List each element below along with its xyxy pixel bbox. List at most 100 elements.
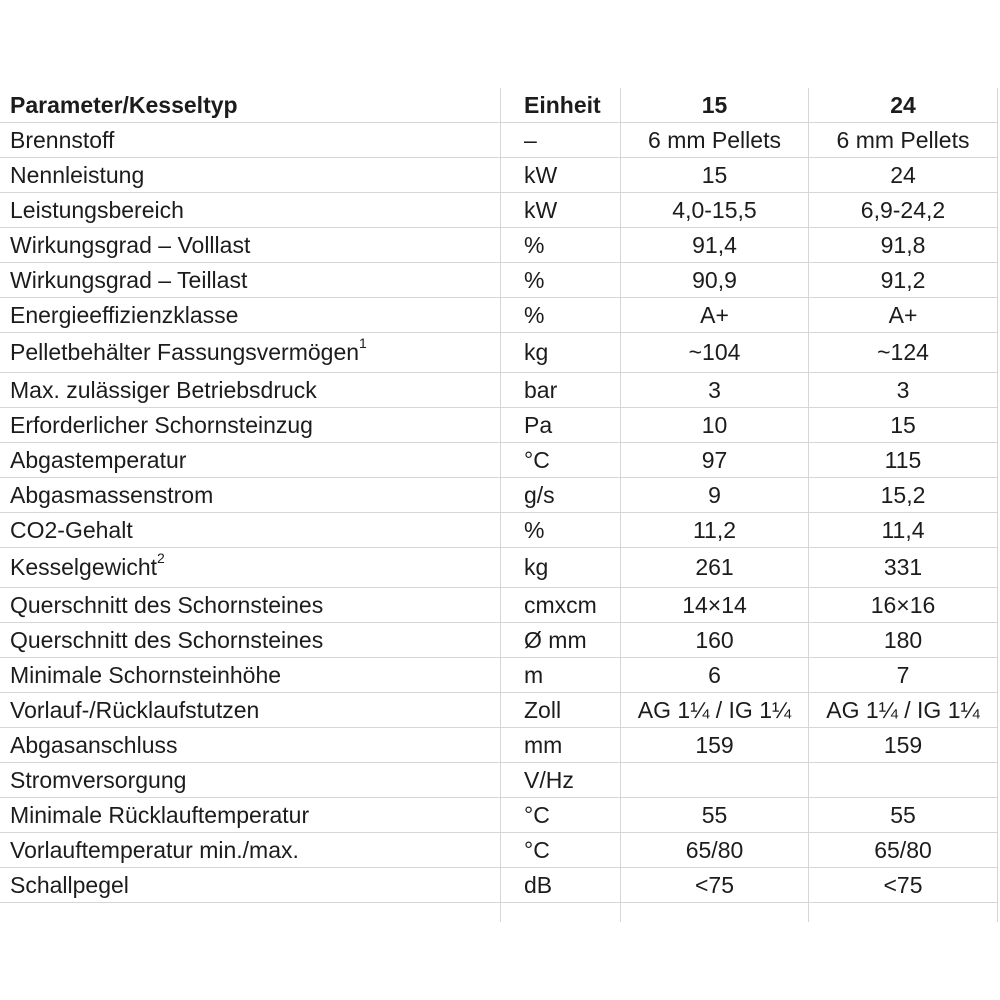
unit-cell: % xyxy=(500,228,620,262)
table-row: Brennstoff –6 mm Pellets 6 mm Pellets xyxy=(0,123,998,158)
param-label: Kesselgewicht xyxy=(10,554,158,580)
stub-value-24-cell xyxy=(808,903,998,922)
param-label: Abgastemperatur xyxy=(10,446,187,473)
table-row: Erforderlicher Schornsteinzug Pa 10 15 xyxy=(0,408,998,443)
param-cell: Minimale Rücklauftemperatur xyxy=(0,798,500,832)
value-24-cell: 7 xyxy=(808,658,998,692)
unit-cell: °C xyxy=(500,833,620,867)
value-24-cell: AG 1¼ / IG 1¼ xyxy=(808,693,998,727)
value-24-cell: 6 mm Pellets xyxy=(808,123,998,157)
value-15-cell: 10 xyxy=(620,408,808,442)
param-cell: Vorlauf-/Rücklaufstutzen xyxy=(0,693,500,727)
value-15-cell: 11,2 xyxy=(620,513,808,547)
param-cell: Abgasmassenstrom xyxy=(0,478,500,512)
value-15-cell: 55 xyxy=(620,798,808,832)
unit-cell: kg xyxy=(500,548,620,587)
param-label: Minimale Schornsteinhöhe xyxy=(10,661,282,688)
unit-cell: Pa xyxy=(500,408,620,442)
value-24-cell: ~124 xyxy=(808,333,998,372)
unit-cell: mm xyxy=(500,728,620,762)
table-row: Schallpegel dB <75 <75 xyxy=(0,868,998,903)
param-cell: Brennstoff xyxy=(0,123,500,157)
unit-cell: cmxcm xyxy=(500,588,620,622)
value-15-cell: 160 xyxy=(620,623,808,657)
value-24-cell: 331 xyxy=(808,548,998,587)
trailing-empty-row xyxy=(0,903,998,922)
param-cell: Schallpegel xyxy=(0,868,500,902)
unit-cell: °C xyxy=(500,443,620,477)
param-label: Vorlauftemperatur min./max. xyxy=(10,836,299,863)
boiler-spec-table: Parameter/Kesseltyp Einheit 15 24 Brenns… xyxy=(0,88,998,922)
param-label: Schallpegel xyxy=(10,871,129,898)
value-15-cell: AG 1¼ / IG 1¼ xyxy=(620,693,808,727)
param-cell: Abgastemperatur xyxy=(0,443,500,477)
unit-cell: V/Hz xyxy=(500,763,620,797)
value-24-cell: 55 xyxy=(808,798,998,832)
table-row: Minimale Schornsteinhöhe m 6 7 xyxy=(0,658,998,693)
value-24-cell: 65/80 xyxy=(808,833,998,867)
table-row: Pelletbehälter Fassungsvermögen 1 kg ~104 ~1… xyxy=(0,333,998,373)
value-24-cell: <75 xyxy=(808,868,998,902)
param-label: Wirkungsgrad – Volllast xyxy=(10,231,251,258)
unit-cell: m xyxy=(500,658,620,692)
value-15-cell: 159 xyxy=(620,728,808,762)
param-cell: Leistungsbereich xyxy=(0,193,500,227)
value-15-cell: A+ xyxy=(620,298,808,332)
value-15-cell: ~104 xyxy=(620,333,808,372)
value-15-cell: 3 xyxy=(620,373,808,407)
unit-cell: g/s xyxy=(500,478,620,512)
footnote-superscript: 2 xyxy=(157,550,165,566)
param-label: Wirkungsgrad – Teillast xyxy=(10,266,248,293)
table-header-row: Parameter/Kesseltyp Einheit 15 24 xyxy=(0,88,998,123)
param-label: Nennleistung xyxy=(10,161,145,188)
col-header-parameter: Parameter/Kesseltyp xyxy=(10,91,238,118)
unit-cell: kW xyxy=(500,158,620,192)
value-24-cell: 3 xyxy=(808,373,998,407)
col-header-model-15: 15 xyxy=(620,88,808,122)
param-label: Minimale Rücklauftemperatur xyxy=(10,801,310,828)
value-15-cell: 15 xyxy=(620,158,808,192)
param-cell: CO2-Gehalt xyxy=(0,513,500,547)
unit-cell: – xyxy=(500,123,620,157)
unit-cell: bar xyxy=(500,373,620,407)
param-cell: Wirkungsgrad – Volllast xyxy=(0,228,500,262)
table-row: Energieeffizienzklasse% A+ A+ xyxy=(0,298,998,333)
param-cell: Erforderlicher Schornsteinzug xyxy=(0,408,500,442)
value-15-cell: <75 xyxy=(620,868,808,902)
table-row: Kesselgewicht 2 kg 261 331 xyxy=(0,548,998,588)
param-label: Vorlauf-/Rücklaufstutzen xyxy=(10,696,260,723)
table-row: Nennleistung kW 15 24 xyxy=(0,158,998,193)
table-row: Abgastemperatur °C 97 115 xyxy=(0,443,998,478)
table-row: Vorlauftemperatur min./max. °C 65/80 65/80 xyxy=(0,833,998,868)
unit-cell: Ø mm xyxy=(500,623,620,657)
value-24-cell: 24 xyxy=(808,158,998,192)
param-label: Abgasmassenstrom xyxy=(10,481,214,508)
table-row: Querschnitt des Schornsteines Ø mm 160 180 xyxy=(0,623,998,658)
table-row: Vorlauf-/Rücklaufstutzen Zoll AG 1¼ / IG 1… xyxy=(0,693,998,728)
unit-cell: dB xyxy=(500,868,620,902)
param-cell: Vorlauftemperatur min./max. xyxy=(0,833,500,867)
value-15-cell: 14×14 xyxy=(620,588,808,622)
param-label: Erforderlicher Schornsteinzug xyxy=(10,411,313,438)
table-row: CO2-Gehalt% 11,2 11,4 xyxy=(0,513,998,548)
param-cell: Querschnitt des Schornsteines xyxy=(0,588,500,622)
value-24-cell: 15 xyxy=(808,408,998,442)
value-24-cell: 16×16 xyxy=(808,588,998,622)
stub-unit-cell xyxy=(500,903,620,922)
value-15-cell: 4,0-15,5 xyxy=(620,193,808,227)
table-row: Querschnitt des Schornsteines cmxcm 14×14 1… xyxy=(0,588,998,623)
unit-cell: % xyxy=(500,513,620,547)
stub-param-cell xyxy=(0,903,500,922)
param-cell: Max. zulässiger Betriebsdruck xyxy=(0,373,500,407)
unit-cell: % xyxy=(500,263,620,297)
footnote-superscript: 1 xyxy=(359,335,367,351)
value-24-cell xyxy=(808,763,998,797)
table-body: Brennstoff –6 mm Pellets 6 mm Pellets Nennl… xyxy=(0,123,998,903)
unit-cell: °C xyxy=(500,798,620,832)
value-24-cell: 115 xyxy=(808,443,998,477)
param-cell: Minimale Schornsteinhöhe xyxy=(0,658,500,692)
value-24-cell: 91,2 xyxy=(808,263,998,297)
value-15-cell: 6 mm Pellets xyxy=(620,123,808,157)
param-label: CO2-Gehalt xyxy=(10,516,133,543)
table-row: Wirkungsgrad – Volllast% 91,4 91,8 xyxy=(0,228,998,263)
